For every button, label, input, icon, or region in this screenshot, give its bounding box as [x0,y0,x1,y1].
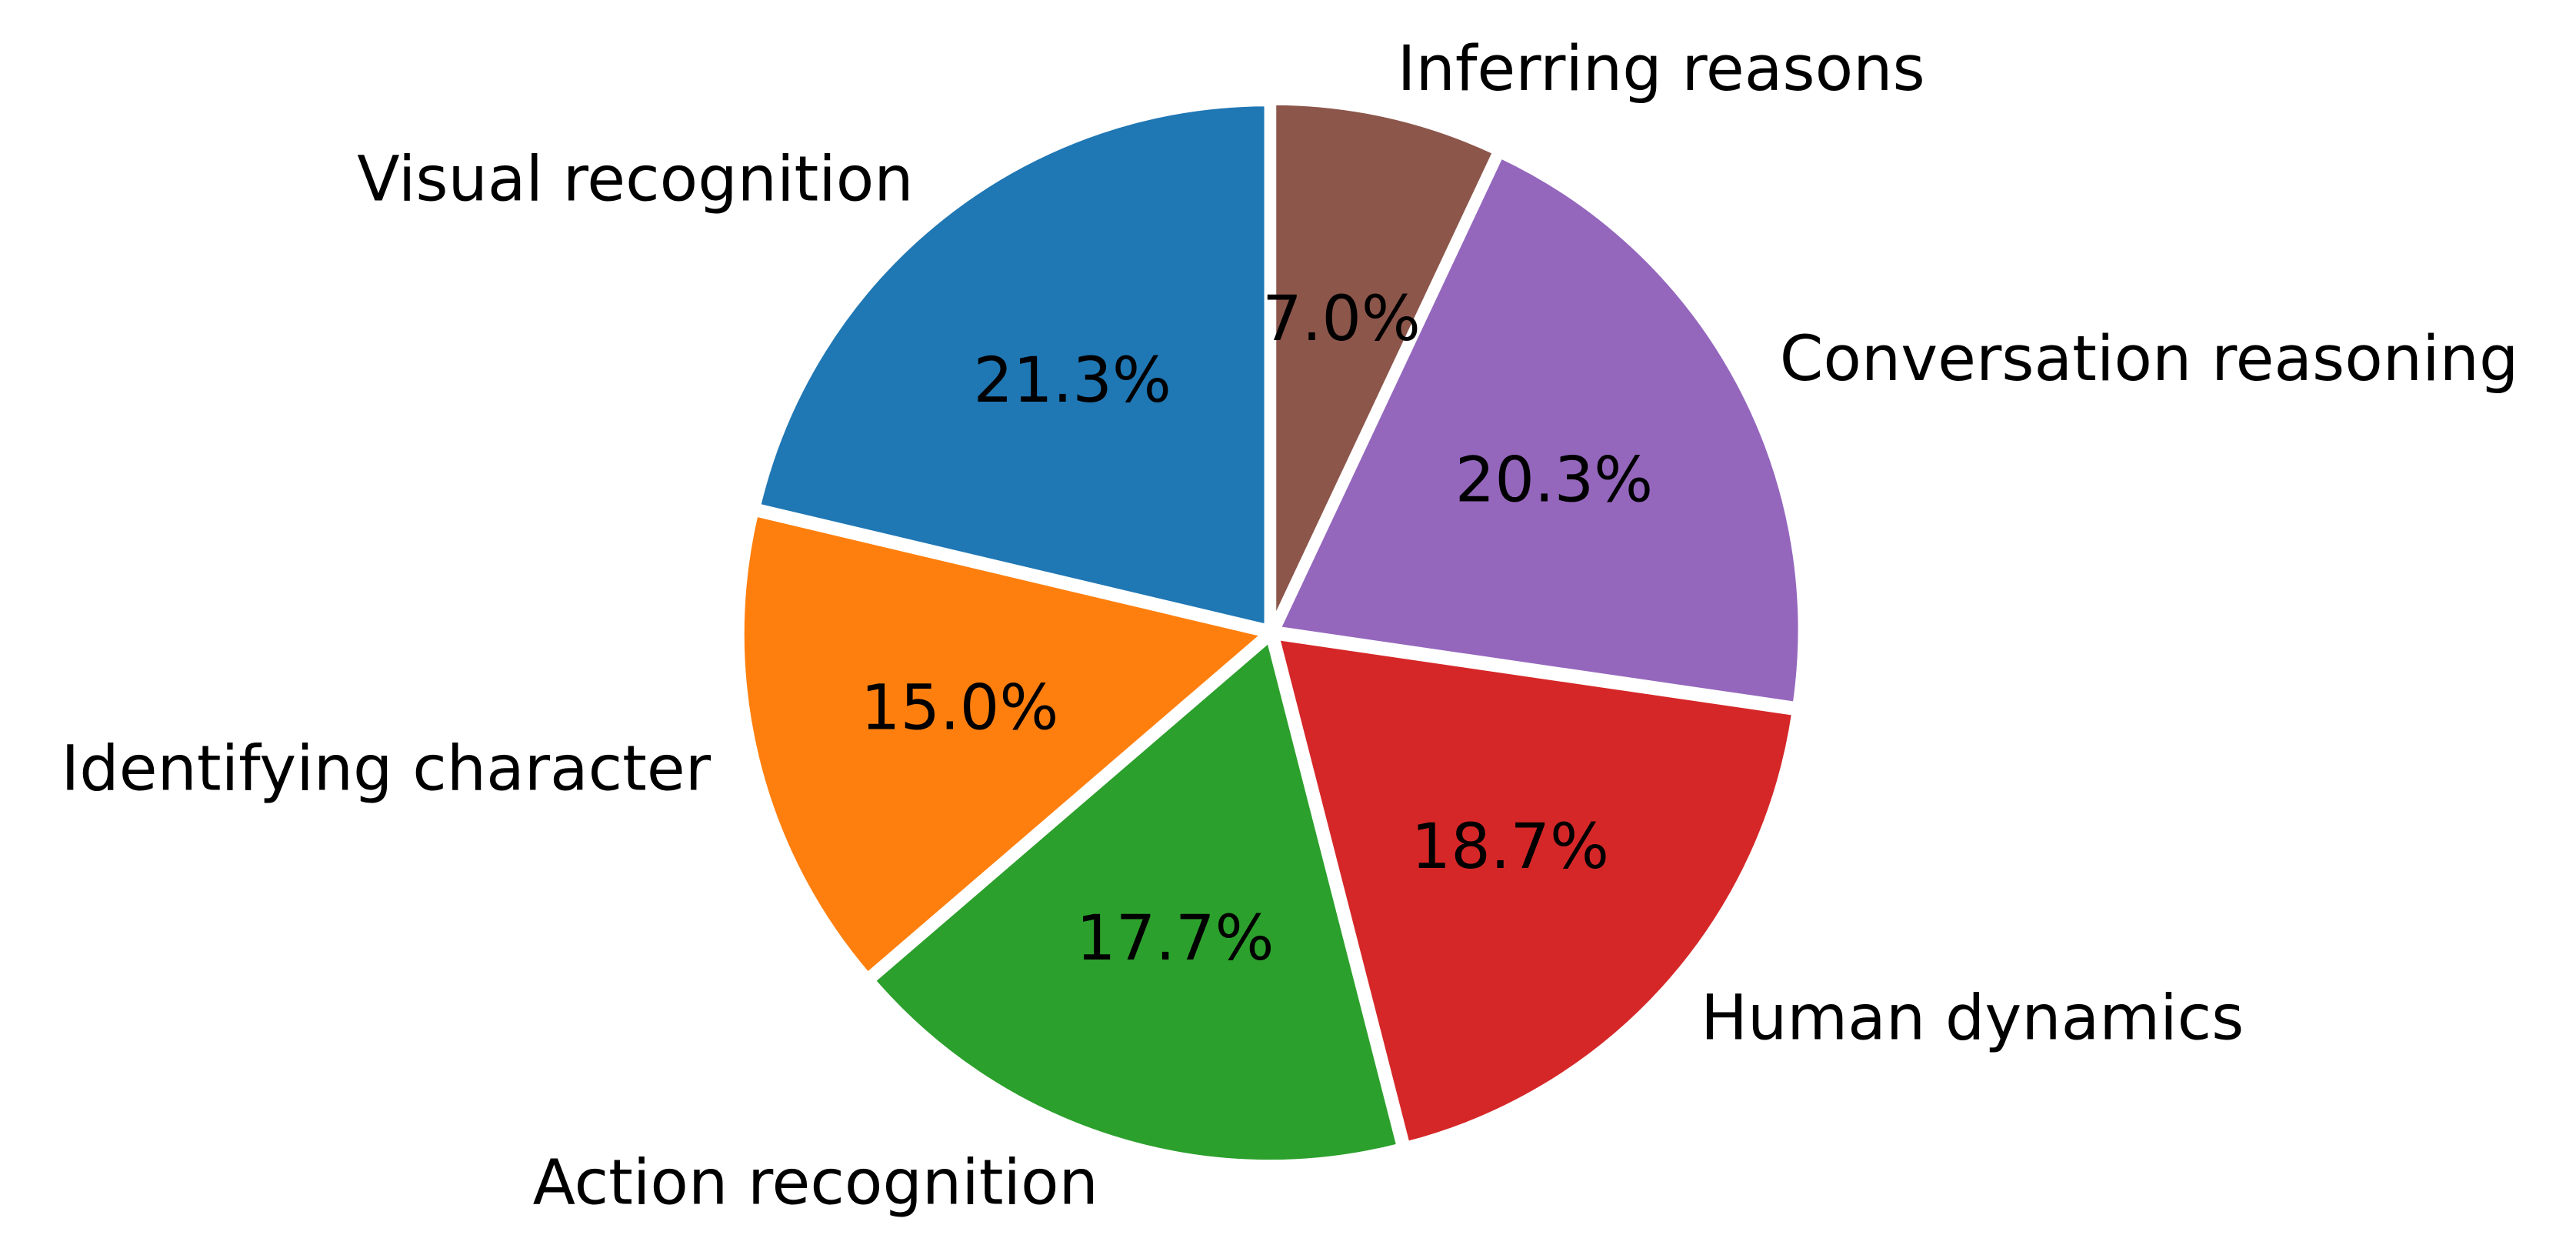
pie-percent-label-identifying-character: 15.0% [861,673,1058,745]
pie-slice-inferring-reasons [1269,98,1500,630]
pie-percent-label-human-dynamics: 18.7% [1411,811,1609,883]
pie-category-label-visual-recognition: Visual recognition [357,144,913,216]
pie-slice-visual-recognition [753,99,1271,632]
pie-category-label-conversation-reasoning: Conversation reasoning [1780,323,2519,396]
pie-slice-human-dynamics [1272,633,1799,1149]
pie-slice-conversation-reasoning [1273,151,1805,709]
pie-percent-label-visual-recognition: 21.3% [974,345,1171,417]
pie-category-labels: Inferring reasons Conversation reasoning H… [61,33,2518,1220]
pie-category-label-human-dynamics: Human dynamics [1701,982,2244,1054]
pie-percent-label-inferring-reasons: 7.0% [1262,283,1421,355]
pie-percent-label-action-recognition: 17.7% [1076,903,1274,975]
pie-wedges [737,98,1805,1167]
pie-slice-action-recognition [868,635,1404,1167]
pie-category-label-action-recognition: Action recognition [533,1147,1098,1220]
pie-percent-labels: 7.0% 20.3% 18.7% 17.7% 15.0% 21.3% [861,283,1653,975]
pie-percent-label-conversation-reasoning: 20.3% [1455,444,1653,516]
pie-category-label-identifying-character: Identifying character [61,733,711,805]
pie-slice-identifying-character [737,509,1269,980]
pie-category-label-inferring-reasons: Inferring reasons [1398,33,1925,105]
